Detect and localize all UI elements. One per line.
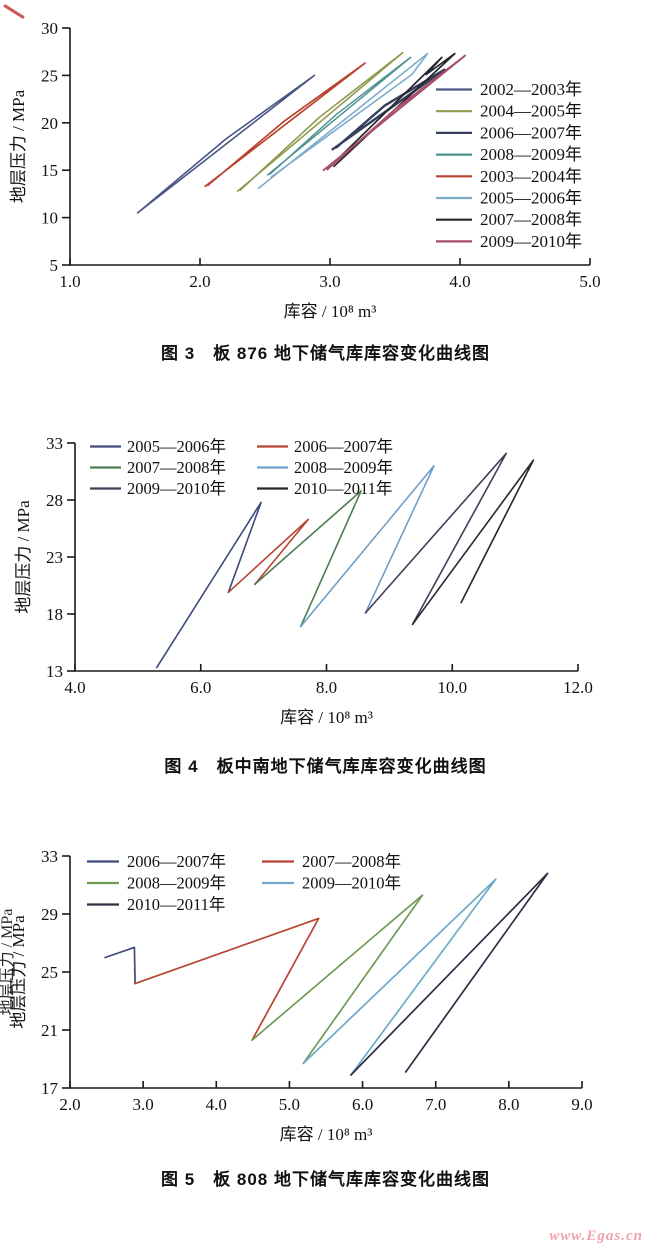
y-axis-title-ghost: 地层压力 / MPa	[0, 909, 16, 1016]
y-axis-title: 地层压力 / MPa	[9, 915, 28, 1029]
series-line-0	[104, 946, 136, 985]
series-line-5	[411, 459, 535, 626]
figure-5-chart: 17 21 25 29 33 2.0 3.0 4.0 5.0 6.0 7.0 8.0 9.0 库容 / 1…	[0, 847, 593, 1144]
y-tick-label: 13	[46, 662, 63, 681]
x-tick-label: 8.0	[316, 678, 337, 697]
figure-3-caption: 图 3 板 876 地下储气库库容变化曲线图	[161, 344, 490, 363]
legend-label: 2004—2005年	[480, 102, 582, 121]
x-axis-title: 库容 / 10⁸ m³	[284, 302, 377, 321]
x-tick-label: 12.0	[563, 678, 593, 697]
series-line-5	[257, 52, 429, 189]
figure-5-caption: 图 5 板 808 地下储气库库容变化曲线图	[161, 1170, 490, 1189]
x-tick-label: 10.0	[437, 678, 467, 697]
legend-label: 2006—2007年	[127, 852, 226, 871]
x-tick-label: 3.0	[319, 272, 340, 291]
x-axis-title: 库容 / 10⁸ m³	[280, 1125, 373, 1144]
y-tick-label: 33	[41, 847, 58, 866]
legend-label: 2009—2010年	[302, 874, 401, 893]
legend-label: 2007—2008年	[302, 852, 401, 871]
x-tick-label: 9.0	[571, 1095, 592, 1114]
series-line-6	[326, 52, 456, 171]
legend-label: 2008—2009年	[294, 458, 393, 477]
legend-label: 2007—2008年	[480, 210, 582, 229]
y-tick-label: 25	[41, 963, 58, 982]
legend-label: 2005—2006年	[480, 189, 582, 208]
x-tick-label: 6.0	[190, 678, 211, 697]
series-line-1	[134, 917, 320, 1041]
figure-3-chart: 5 10 15 20 25 30 1.0 2.0 3.0 4.0 5.0 库容 / 10⁸ m³ 地层压…	[9, 19, 601, 321]
y-tick-label: 10	[41, 209, 58, 228]
y-tick-label: 25	[41, 66, 58, 85]
y-tick-label: 33	[46, 434, 63, 453]
x-tick-label: 6.0	[352, 1095, 373, 1114]
y-tick-label: 21	[41, 1021, 58, 1040]
y-tick-label: 23	[46, 548, 63, 567]
legend-label: 2006—2007年	[480, 123, 582, 142]
x-tick-label: 4.0	[64, 678, 85, 697]
legend-label: 2003—2004年	[480, 167, 582, 186]
y-tick-label: 20	[41, 114, 58, 133]
y-tick-label: 30	[41, 19, 58, 38]
legend-label: 2006—2007年	[294, 437, 393, 456]
legend-label: 2005—2006年	[127, 437, 226, 456]
figure-4-chart: 13 18 23 28 33 4.0 6.0 8.0 10.0 12.0 库容 / 10⁸ m³ 地层…	[14, 434, 593, 727]
x-tick-label: 5.0	[279, 1095, 300, 1114]
legend-label: 2002—2003年	[480, 80, 582, 99]
x-tick-label: 8.0	[498, 1095, 519, 1114]
series-line-3	[299, 465, 435, 628]
x-tick-label: 7.0	[425, 1095, 446, 1114]
x-tick-label: 5.0	[579, 272, 600, 291]
series-line-2	[254, 490, 362, 628]
series-line-4	[204, 62, 366, 188]
y-tick-label: 18	[46, 605, 63, 624]
y-tick-label: 15	[41, 161, 58, 180]
legend-label: 2010—2011年	[127, 895, 225, 914]
x-tick-label: 3.0	[133, 1095, 154, 1114]
legend-label: 2009—2010年	[127, 479, 226, 498]
series-line-3	[302, 878, 497, 1076]
series-line-4	[364, 452, 508, 626]
x-tick-label: 2.0	[59, 1095, 80, 1114]
legend-label: 2008—2009年	[480, 145, 582, 164]
series-line-4	[350, 872, 549, 1076]
x-tick-label: 2.0	[189, 272, 210, 291]
y-tick-label: 17	[41, 1079, 59, 1098]
y-axis-title: 地层压力 / MPa	[14, 500, 33, 614]
figure-4-caption: 图 4 板中南地下储气库库容变化曲线图	[164, 757, 487, 776]
watermark: www.Egas.cn	[549, 1228, 643, 1244]
series-line-3	[266, 56, 412, 176]
series-line-0	[155, 501, 262, 669]
legend-label: 2007—2008年	[127, 458, 226, 477]
legend-label: 2009—2010年	[480, 232, 582, 251]
series-line-0	[136, 74, 316, 214]
x-tick-label: 4.0	[206, 1095, 227, 1114]
x-tick-label: 4.0	[449, 272, 470, 291]
x-axis-title: 库容 / 10⁸ m³	[280, 708, 373, 727]
y-tick-label: 28	[46, 491, 63, 510]
legend-label: 2010—2011年	[294, 479, 392, 498]
series-line-2	[251, 894, 424, 1065]
series-line-1	[236, 51, 404, 192]
legend-label: 2008—2009年	[127, 874, 226, 893]
series-line-7	[322, 54, 467, 172]
x-tick-label: 1.0	[59, 272, 80, 291]
y-axis-title: 地层压力 / MPa	[9, 89, 28, 203]
y-tick-label: 29	[41, 905, 58, 924]
axes	[74, 443, 578, 672]
y-tick-label: 5	[50, 256, 59, 275]
series-line-1	[227, 518, 310, 594]
